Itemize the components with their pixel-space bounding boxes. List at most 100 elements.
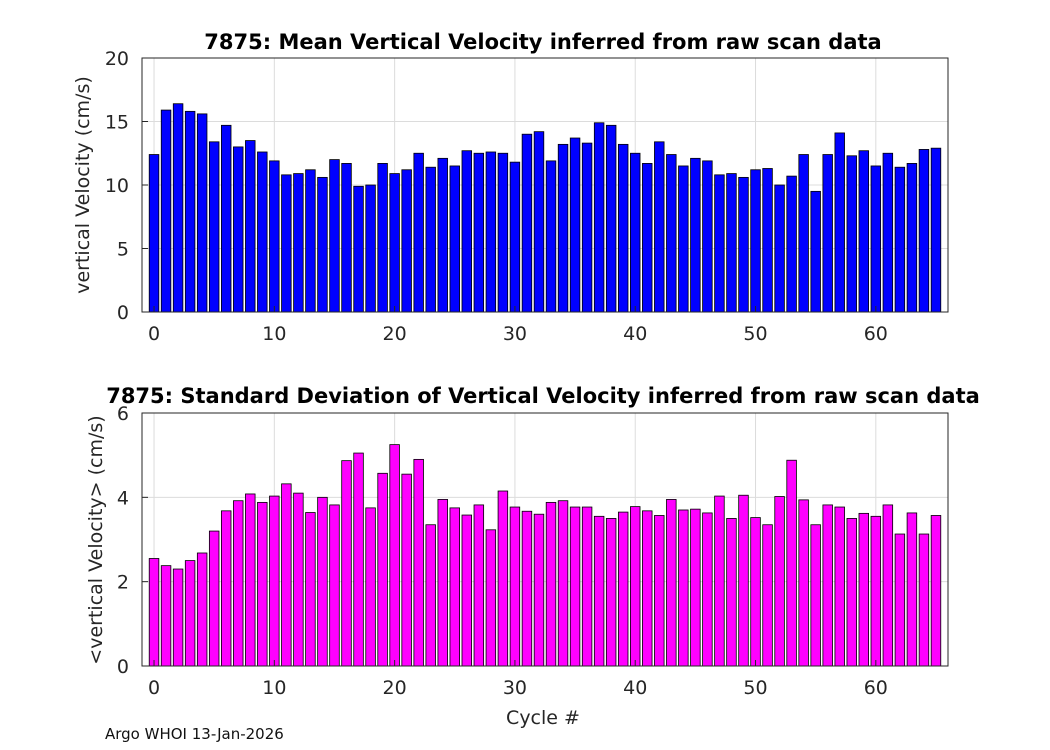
mean-bar-cycle-65	[930, 147, 942, 313]
std-bar-cycle-6	[220, 510, 232, 667]
std-bar-cycle-24	[437, 499, 448, 667]
mean-xtick-label: 40	[623, 323, 647, 345]
mean-bar-cycle-15	[329, 159, 340, 313]
std-bar-cycle-31	[521, 510, 533, 667]
std-bar-cycle-58	[846, 518, 857, 667]
std-ytick-label: 2	[117, 572, 129, 594]
std-bar-cycle-9	[257, 501, 268, 667]
std-ytick-label: 6	[117, 403, 129, 425]
mean-velocity-chart: 7875: Mean Vertical Velocity inferred fr…	[72, 30, 949, 345]
mean-xtick-label: 30	[503, 323, 527, 345]
mean-bar-cycle-30	[509, 161, 521, 313]
mean-bar-cycle-63	[906, 163, 918, 313]
std-bar-cycle-41	[642, 510, 653, 667]
std-bar-cycle-8	[245, 493, 256, 667]
std-bar-cycle-48	[726, 518, 737, 667]
std-bar-cycle-10	[269, 495, 280, 667]
mean-ytick-label: 15	[105, 112, 129, 134]
mean-bar-cycle-8	[245, 140, 256, 313]
std-bar-cycle-3	[184, 560, 196, 667]
mean-chart-ticks: 0 10 20 30 40 50 60 0 5 10 15 20	[105, 48, 888, 345]
mean-bar-cycle-12	[293, 173, 304, 313]
mean-bar-cycle-44	[678, 165, 689, 313]
std-bar-cycle-16	[341, 460, 352, 667]
std-bar-cycle-54	[798, 499, 809, 667]
mean-bar-cycle-60	[870, 165, 882, 313]
mean-bar-cycle-23	[425, 166, 436, 313]
mean-bar-cycle-37	[593, 122, 605, 313]
std-bar-cycle-49	[738, 494, 749, 667]
mean-bar-cycle-25	[449, 165, 460, 313]
mean-bar-cycle-64	[918, 149, 930, 313]
std-bar-cycle-33	[545, 501, 557, 667]
mean-bar-cycle-50	[750, 169, 761, 313]
std-bar-cycle-53	[786, 459, 797, 667]
mean-xtick-label: 50	[743, 323, 767, 345]
mean-bar-cycle-59	[858, 150, 869, 313]
std-bar-cycle-59	[858, 512, 869, 667]
mean-bar-cycle-16	[341, 163, 352, 313]
mean-bar-cycle-35	[569, 137, 581, 313]
std-bar-cycle-57	[834, 506, 845, 667]
std-bar-cycle-20	[389, 444, 400, 667]
mean-bar-cycle-40	[630, 152, 641, 313]
mean-bar-cycle-55	[810, 190, 821, 313]
std-ytick-label: 4	[117, 487, 129, 509]
footer-credit: Argo WHOI 13-Jan-2026	[105, 725, 284, 743]
std-bar-cycle-32	[533, 513, 545, 667]
std-xtick-label: 30	[503, 677, 527, 699]
std-chart-title: 7875: Standard Deviation of Vertical Vel…	[106, 384, 980, 408]
mean-bar-cycle-61	[882, 152, 894, 313]
std-bar-cycle-4	[196, 552, 208, 667]
mean-bar-cycle-9	[257, 151, 268, 313]
mean-ytick-label: 20	[105, 48, 129, 70]
std-bar-cycle-39	[617, 511, 629, 667]
mean-bar-cycle-26	[461, 150, 473, 313]
std-chart-bars	[148, 444, 942, 667]
std-bar-cycle-45	[690, 508, 701, 667]
std-bar-cycle-42	[654, 515, 665, 667]
std-xtick-label: 0	[148, 677, 160, 699]
mean-bar-cycle-31	[521, 133, 533, 313]
std-bar-cycle-25	[449, 507, 460, 667]
std-bar-cycle-26	[461, 514, 473, 667]
std-bar-cycle-44	[678, 509, 689, 667]
mean-bar-cycle-33	[545, 160, 557, 313]
mean-bar-cycle-43	[666, 154, 677, 313]
mean-bar-cycle-17	[353, 185, 364, 313]
mean-bar-cycle-7	[233, 146, 244, 313]
mean-bar-cycle-22	[413, 152, 424, 313]
mean-bar-cycle-48	[726, 173, 737, 313]
std-bar-cycle-29	[497, 490, 509, 667]
std-bar-cycle-15	[329, 504, 340, 667]
mean-bar-cycle-62	[894, 166, 906, 313]
std-bar-cycle-1	[160, 565, 172, 667]
std-bar-cycle-12	[293, 492, 304, 667]
std-bar-cycle-34	[557, 500, 569, 667]
mean-xtick-label: 20	[383, 323, 407, 345]
mean-bar-cycle-47	[714, 174, 725, 313]
mean-chart-bars	[148, 103, 942, 313]
std-bar-cycle-19	[377, 472, 388, 667]
mean-bar-cycle-56	[822, 154, 833, 313]
mean-bar-cycle-51	[762, 168, 773, 313]
mean-bar-cycle-53	[786, 175, 797, 313]
std-bar-cycle-14	[317, 496, 328, 667]
mean-bar-cycle-29	[497, 152, 509, 313]
std-xtick-label: 20	[383, 677, 407, 699]
mean-chart-ylabel: vertical Velocity (cm/s)	[72, 76, 94, 294]
mean-bar-cycle-41	[642, 163, 653, 313]
mean-bar-cycle-38	[605, 124, 617, 313]
std-bar-cycle-62	[894, 533, 906, 667]
std-bar-cycle-0	[148, 558, 160, 667]
std-bar-cycle-11	[281, 483, 292, 667]
mean-ytick-label: 0	[117, 302, 129, 324]
std-bar-cycle-64	[918, 533, 930, 667]
std-bar-cycle-23	[425, 524, 436, 667]
std-bar-cycle-38	[605, 518, 617, 667]
mean-bar-cycle-49	[738, 176, 749, 313]
mean-bar-cycle-58	[846, 155, 857, 313]
std-xtick-label: 60	[864, 677, 888, 699]
std-bar-cycle-2	[172, 568, 184, 667]
